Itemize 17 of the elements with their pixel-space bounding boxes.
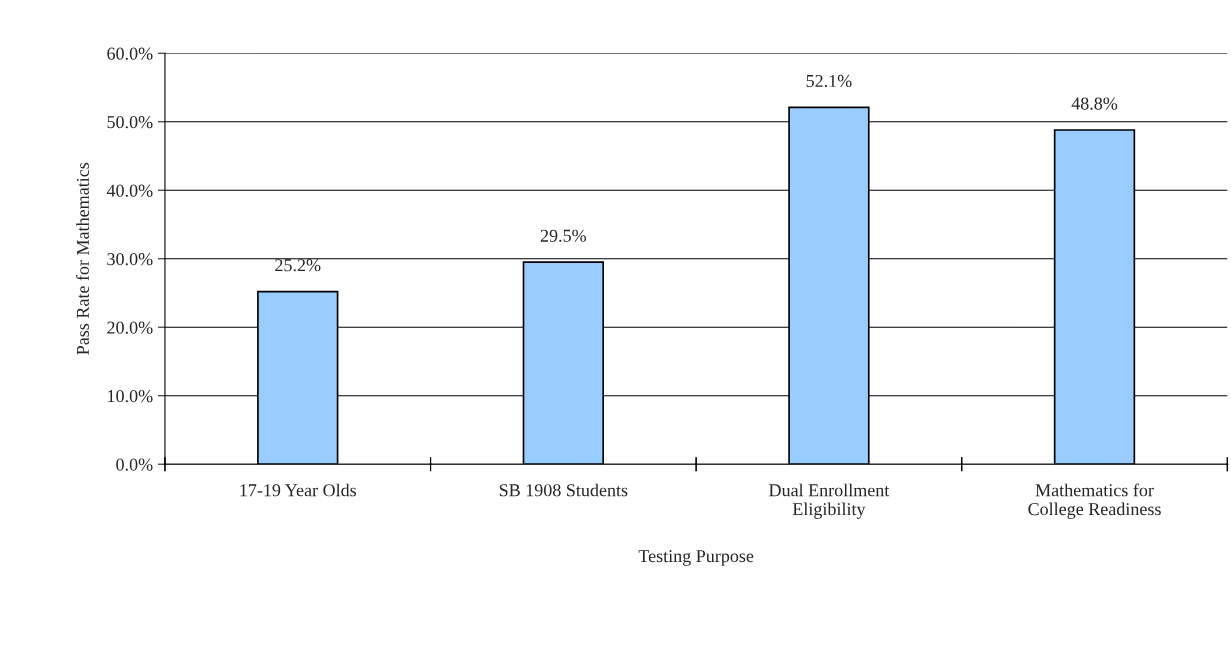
x-tick-label: Dual Enrollment Eligibility — [769, 483, 890, 519]
x-tick-label: SB 1908 Students — [499, 483, 628, 497]
y-tick-label: 10.0% — [108, 389, 153, 403]
y-tick-label: 0.0% — [116, 458, 153, 471]
y-tick-label: 60.0% — [107, 47, 153, 60]
data-label: 52.1% — [806, 74, 852, 88]
data-label: 25.2% — [275, 259, 321, 272]
y-tick-label: 30.0% — [107, 253, 153, 266]
y-axis-title: Pass Rate for Mathematics — [76, 162, 89, 355]
x-axis-title: Testing Purpose — [638, 550, 754, 566]
data-label: 29.5% — [540, 229, 587, 242]
y-tick-label: 20.0% — [107, 321, 153, 334]
x-tick-label: Mathematics for College Readiness — [1028, 483, 1161, 519]
data-label: 48.8% — [1071, 97, 1118, 110]
y-tick-label: 50.0% — [107, 116, 153, 129]
x-tick-label: 17-19 Year Olds — [240, 483, 357, 497]
y-tick-label: 40.0% — [106, 184, 153, 197]
